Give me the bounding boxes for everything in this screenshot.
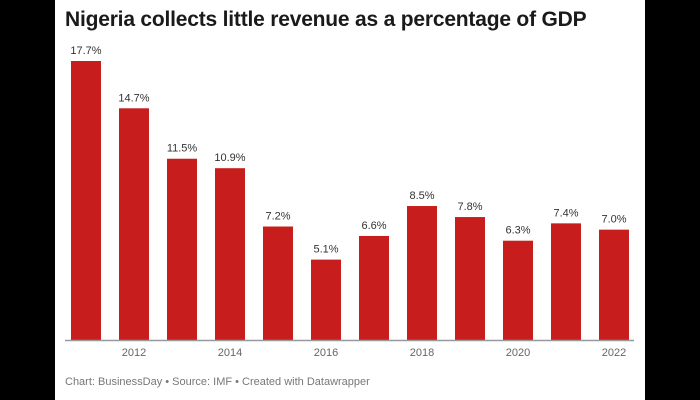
x-tick-label-2022: 2022 [602,347,626,359]
x-tick-label-2020: 2020 [506,347,530,359]
chart-panel [55,0,645,400]
data-label-2016: 5.1% [313,244,338,256]
data-label-2020: 6.3% [505,225,530,237]
bar-2015 [263,226,293,340]
x-tick-label-2016: 2016 [314,347,338,359]
bar-2011 [71,61,101,340]
bar-2016 [311,259,341,340]
bar-2018 [407,206,437,340]
bar-2013 [167,158,197,340]
chart-title: Nigeria collects little revenue as a per… [65,8,587,31]
data-label-2014: 10.9% [214,152,245,164]
data-label-2021: 7.4% [553,207,578,219]
bar-2022 [599,229,629,340]
bar-2019 [455,217,485,340]
data-label-2012: 14.7% [118,92,149,104]
bar-2017 [359,235,389,340]
x-tick-label-2014: 2014 [218,347,242,359]
bar-2012 [119,108,149,340]
x-tick-label-2012: 2012 [122,347,146,359]
bar-2021 [551,223,581,340]
data-label-2013: 11.5% [167,143,198,155]
data-label-2022: 7.0% [601,214,626,226]
chart-footer: Chart: BusinessDay • Source: IMF • Creat… [65,376,370,388]
data-label-2017: 6.6% [361,220,386,232]
data-label-2011: 17.7% [70,45,101,57]
bar-2014 [215,168,245,340]
data-label-2015: 7.2% [265,211,290,223]
data-label-2019: 7.8% [457,201,482,213]
data-label-2018: 8.5% [409,190,434,202]
bar-2020 [503,240,533,340]
x-tick-label-2018: 2018 [410,347,434,359]
